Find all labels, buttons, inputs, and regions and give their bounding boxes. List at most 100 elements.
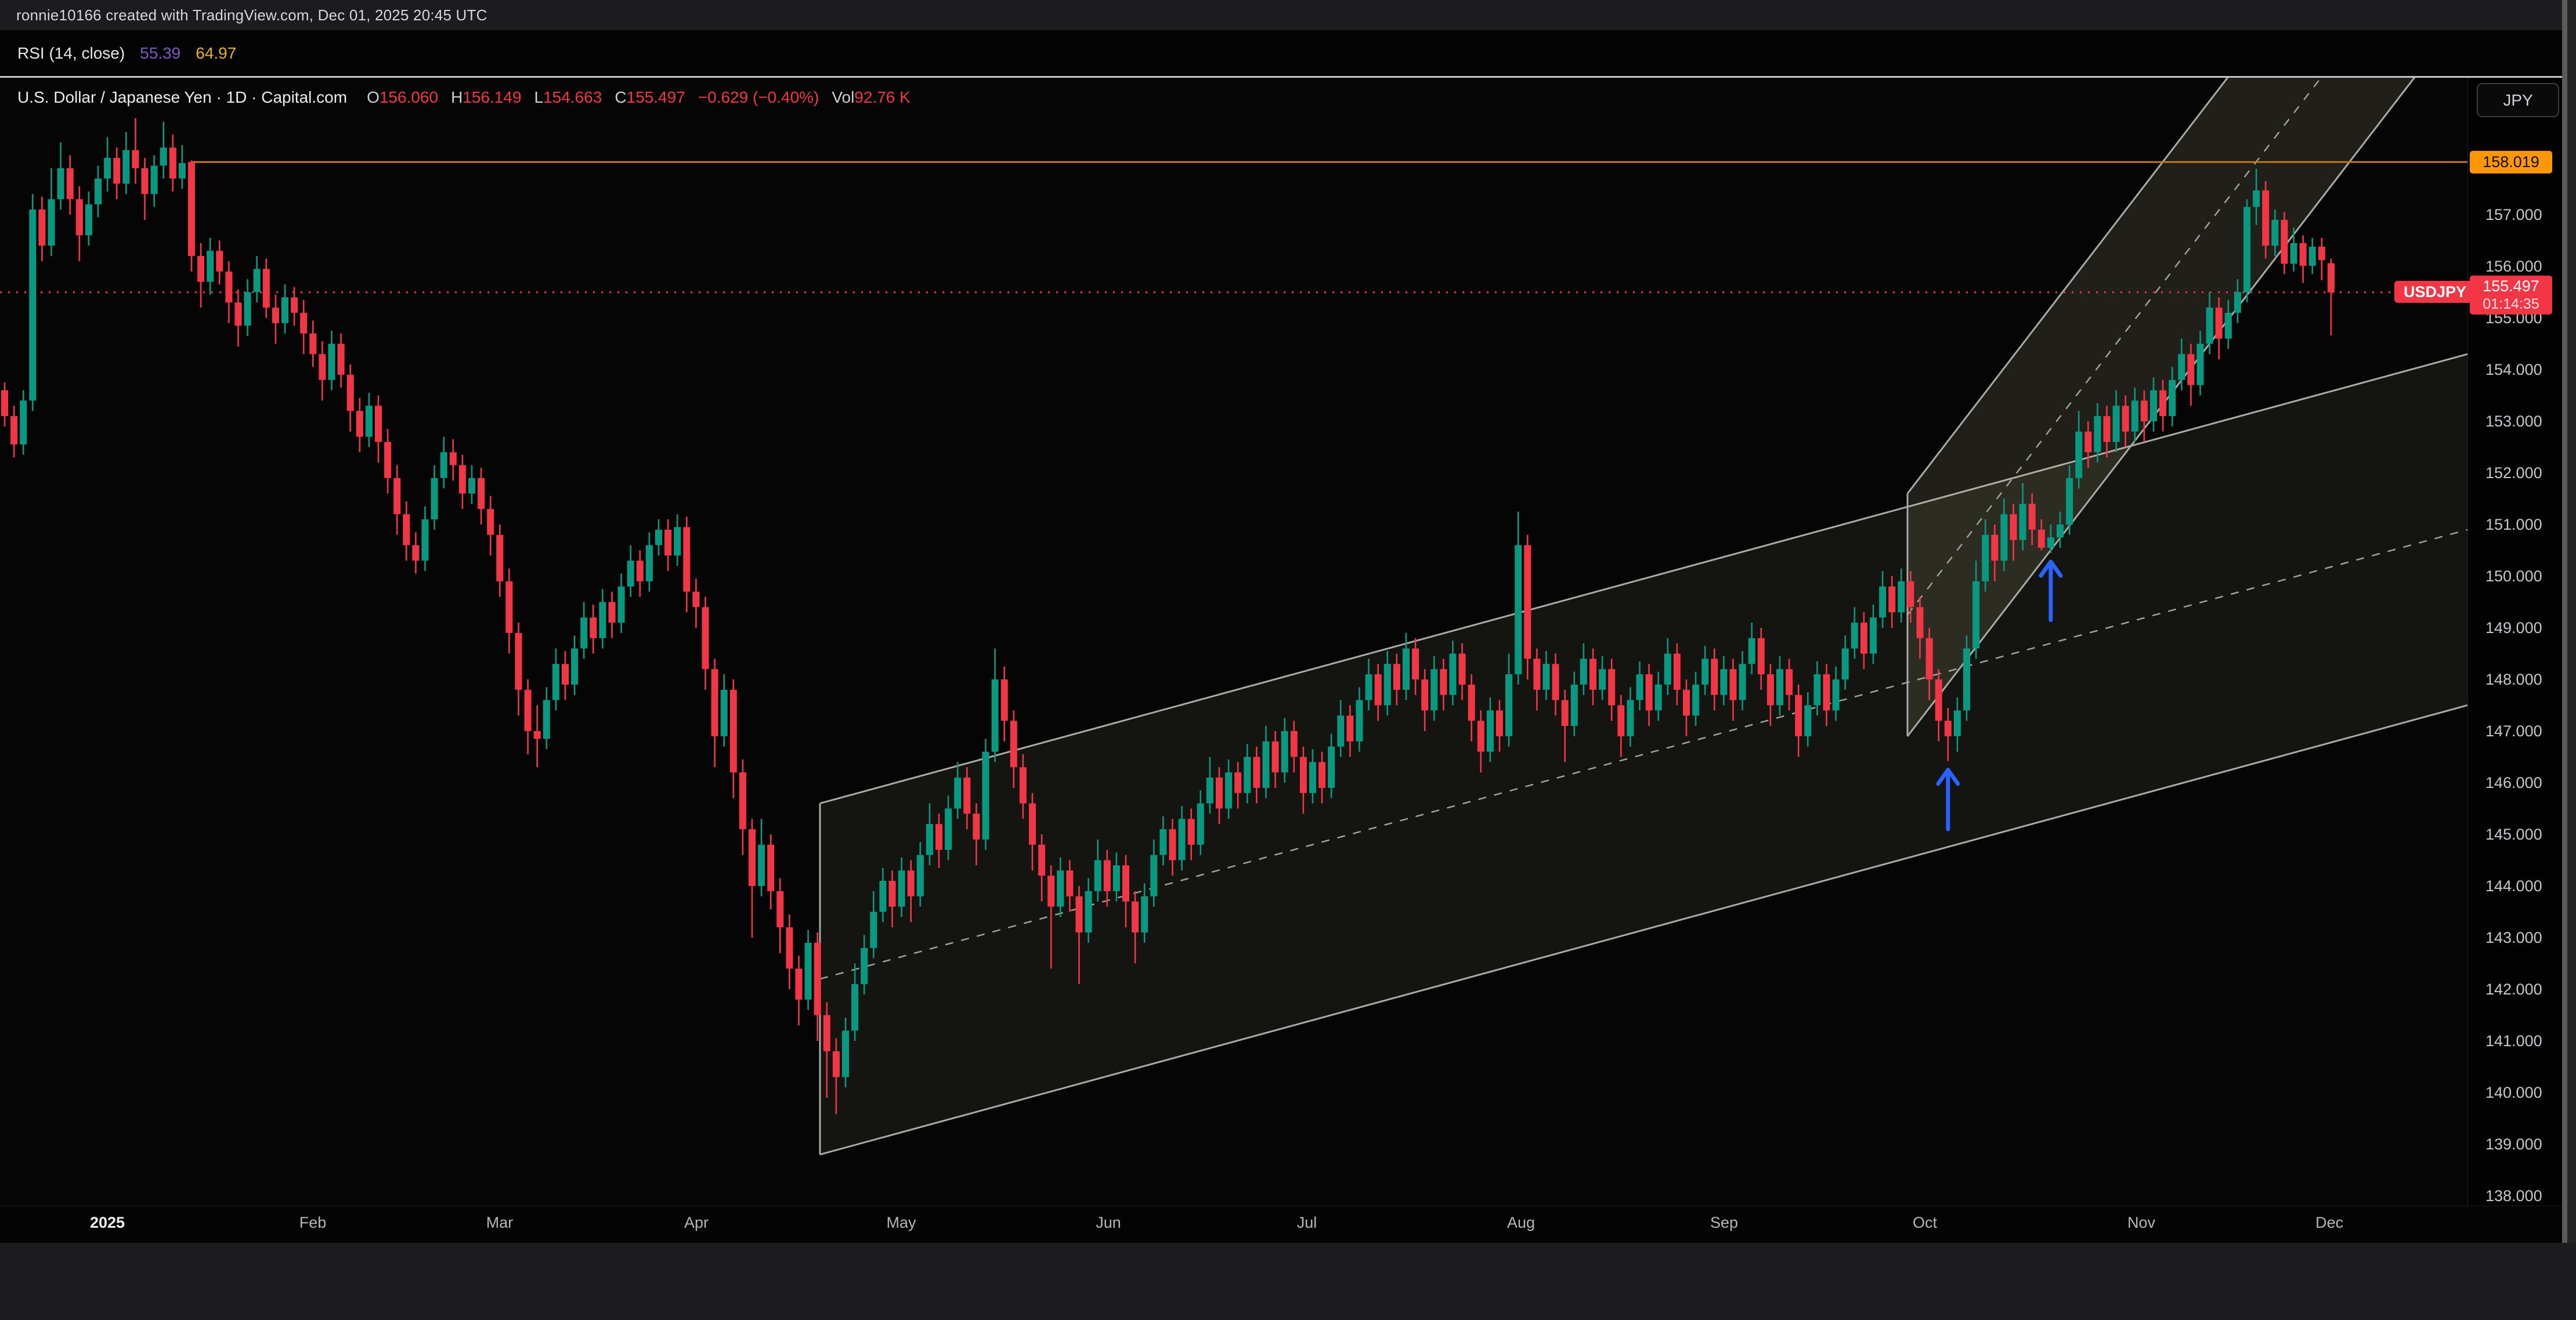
candle-body: [1645, 674, 1653, 711]
high-value: 156.149: [463, 88, 522, 106]
currency-toggle-button[interactable]: JPY: [2477, 83, 2559, 117]
candle-body: [2159, 390, 2167, 417]
candle-body: [1692, 684, 1700, 716]
candle-body: [1515, 545, 1522, 675]
channel-b-upper-line[interactable]: [1906, 78, 2467, 494]
candle-body: [328, 343, 335, 380]
candle-body: [1953, 710, 1961, 736]
candle-body: [75, 199, 83, 236]
time-tick-label: Feb: [299, 1214, 327, 1231]
candle-body: [804, 942, 812, 1000]
candle-body: [207, 251, 214, 282]
candle-body: [1449, 653, 1457, 695]
candle-body: [2000, 514, 2008, 561]
candle-body: [2299, 243, 2307, 266]
candle-body: [1599, 669, 1606, 690]
time-tick-label: Nov: [2127, 1214, 2156, 1231]
price-tick-label: 143.000: [2485, 929, 2542, 946]
time-tick-label: Dec: [2315, 1214, 2344, 1231]
price-chart-canvas[interactable]: [0, 78, 2467, 1206]
rsi-indicator-label[interactable]: RSI (14, close): [17, 44, 125, 62]
price-tick-label: 138.000: [2485, 1187, 2542, 1205]
candle-body: [2308, 247, 2316, 266]
candle-body: [1982, 534, 1989, 581]
candle-body: [515, 632, 522, 690]
time-axis[interactable]: [0, 1206, 2576, 1243]
candle-body: [552, 664, 559, 700]
price-axis[interactable]: [2467, 78, 2576, 1206]
candle-body: [309, 333, 317, 355]
candle-body: [1804, 705, 1812, 736]
candle-body: [1, 390, 8, 417]
candle-body: [1057, 870, 1064, 907]
candle-body: [458, 465, 466, 494]
window-scrollbar[interactable]: [2562, 0, 2567, 1243]
candle-body: [683, 527, 691, 592]
price-tick-label: 151.000: [2485, 516, 2542, 533]
candle-body: [150, 165, 158, 194]
candle-body: [954, 777, 962, 809]
candle-body: [1132, 901, 1139, 933]
rsi-ma-value: 64.97: [196, 44, 237, 62]
candle-body: [38, 209, 46, 246]
candle-body: [48, 199, 55, 246]
candle-body: [645, 545, 653, 581]
channel-b-median-line[interactable]: [1907, 78, 2467, 616]
candle-body: [1346, 715, 1354, 742]
candle-body: [2224, 313, 2232, 339]
up-arrow-marker[interactable]: [2039, 559, 2063, 623]
candle-body: [2271, 219, 2279, 246]
candle-body: [1440, 669, 1447, 695]
bar-countdown: 01:14:35: [2483, 295, 2539, 312]
symbol-title[interactable]: U.S. Dollar / Japanese Yen · 1D · Capita…: [17, 88, 348, 106]
attribution-text: ronnie10166 created with TradingView.com…: [16, 6, 487, 24]
candle-body: [440, 452, 447, 478]
candle-body: [2196, 343, 2204, 385]
channel-a-upper-line[interactable]: [819, 353, 2467, 805]
time-tick-label: Aug: [1506, 1214, 1536, 1231]
candle-body: [1328, 746, 1335, 788]
candle-body: [1916, 607, 1924, 638]
candlestick-series[interactable]: [1, 118, 2335, 1115]
candle-body: [664, 529, 672, 556]
candle-body: [2094, 416, 2101, 453]
candle-body: [1533, 659, 1541, 690]
candle-body: [197, 256, 205, 282]
candle-body: [178, 163, 186, 179]
candle-body: [225, 271, 233, 303]
candle-body: [1542, 664, 1550, 690]
candle-body: [888, 881, 896, 907]
candle-body: [1580, 659, 1587, 685]
candle-body: [1823, 674, 1830, 711]
channel-a-lower-line[interactable]: [819, 704, 2467, 1156]
candle-body: [562, 664, 569, 685]
candle-body: [1309, 762, 1316, 793]
candle-body: [141, 168, 149, 194]
candle-body: [1216, 777, 1223, 809]
candle-body: [1813, 674, 1821, 706]
candle-body: [702, 607, 709, 670]
candle-body: [851, 984, 859, 1031]
candle-body: [758, 844, 765, 886]
candle-body: [1739, 664, 1746, 700]
up-arrow-marker[interactable]: [1936, 768, 1960, 831]
symbol-header[interactable]: U.S. Dollar / Japanese Yen · 1D · Capita…: [17, 88, 911, 107]
open-value: 156.060: [379, 88, 439, 106]
candle-body: [2075, 431, 2083, 478]
candle-body: [608, 602, 616, 623]
candle-body: [1271, 741, 1279, 773]
candle-body: [1589, 659, 1596, 690]
volume-value: 92.76 K: [854, 88, 911, 106]
candle-body: [1383, 664, 1391, 706]
pane-separator[interactable]: [0, 76, 2576, 78]
candle-body: [496, 534, 504, 581]
candle-body: [842, 1030, 849, 1077]
candle-body: [729, 689, 737, 773]
candle-body: [1112, 865, 1120, 891]
price-tick-label: 149.000: [2485, 619, 2542, 637]
time-tick-label: May: [886, 1214, 916, 1231]
candle-body: [1365, 674, 1372, 700]
price-tick-label: 145.000: [2485, 826, 2542, 843]
channel-a[interactable]: [819, 353, 2467, 1156]
candle-body: [1935, 679, 1942, 721]
